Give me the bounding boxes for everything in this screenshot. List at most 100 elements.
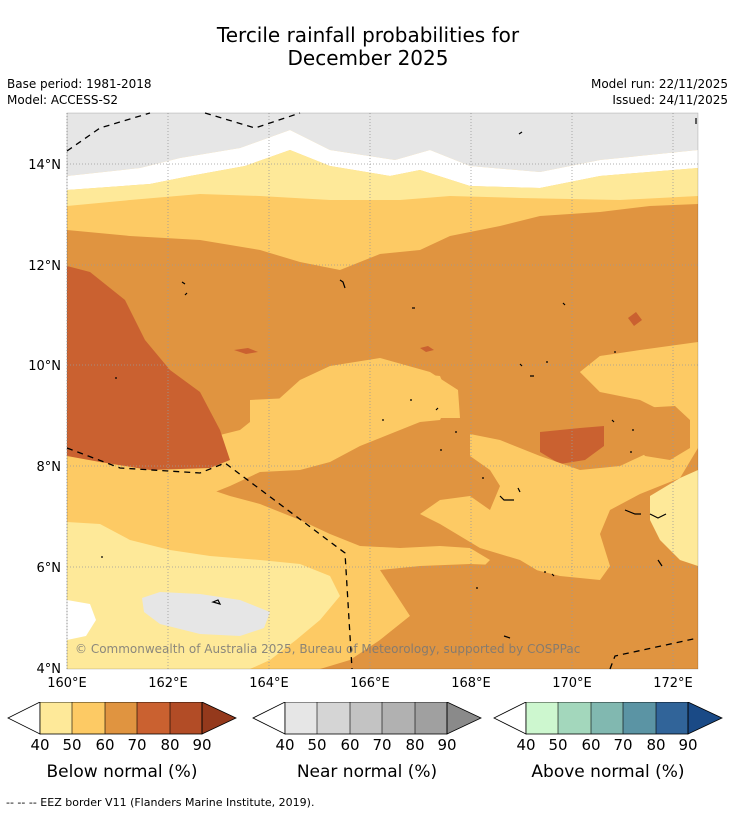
colorbar-below-segment	[72, 702, 105, 734]
island	[410, 399, 439, 411]
island	[482, 477, 521, 501]
island	[503, 635, 511, 639]
title-line-1: Tercile rainfall probabilities for	[216, 23, 520, 47]
colorbar-near-segment	[382, 702, 415, 734]
colorbar-above-segment	[526, 702, 559, 734]
cbar-below-tick: 70	[127, 736, 147, 754]
colorbar-below-segment	[105, 702, 138, 734]
field-white-gap	[67, 130, 698, 190]
colorbar-near-segment	[317, 702, 350, 734]
field-50-60-central	[250, 370, 450, 446]
lon-label-170: 170°E	[552, 676, 592, 691]
cbar-near-tick: 90	[437, 736, 457, 754]
base-period: Base period: 1981-2018	[7, 77, 152, 91]
lon-label-164: 164°E	[249, 676, 289, 691]
island	[519, 361, 548, 377]
lon-label-172: 172°E	[653, 676, 693, 691]
rainfall-map: © Commonwealth of Australia 2025, Bureau…	[28, 112, 699, 691]
issued-date: Issued: 24/11/2025	[612, 93, 728, 107]
colorbar-above-label: Above normal (%)	[531, 762, 685, 782]
cbar-near-tick: 80	[405, 736, 425, 754]
colorbar-below-segment	[40, 702, 73, 734]
title-line-2: December 2025	[287, 46, 449, 70]
cbar-above-tick: 90	[678, 736, 698, 754]
lon-labels: 160°E 162°E 164°E 166°E 168°E 170°E 172°…	[47, 676, 693, 691]
eez-footnote: -- -- -- EEZ border V11 (Flanders Marine…	[6, 796, 315, 809]
island	[211, 599, 222, 605]
colorbar-above-dividers	[557, 702, 657, 734]
cbar-above-tick: 80	[646, 736, 666, 754]
island	[562, 302, 566, 306]
colorbar-below-lower-arrow	[7, 702, 41, 735]
field-near-normal-north	[67, 113, 698, 176]
cbar-below-tick: 40	[30, 736, 50, 754]
eez-line-west	[66, 447, 353, 670]
colorbar-near-outline	[284, 702, 448, 735]
colorbar-below-segment	[137, 702, 170, 734]
eez-line-northwest	[66, 112, 151, 152]
colorbar-above-outline	[525, 702, 689, 735]
cbar-near-tick: 60	[340, 736, 360, 754]
lat-label-6: 6°N	[37, 561, 62, 576]
field-40-50-north	[67, 150, 698, 206]
field-70-80-spot2	[420, 346, 434, 352]
eez-line-southeast	[609, 637, 699, 670]
cbar-below-tick: 60	[95, 736, 115, 754]
model-run: Model run: 22/11/2025	[590, 77, 728, 91]
island	[657, 559, 663, 567]
map-credit: © Commonwealth of Australia 2025, Bureau…	[75, 642, 580, 656]
colorbar-below-upper-arrow	[201, 702, 237, 735]
lat-label-12: 12°N	[28, 259, 61, 274]
map-frame	[66, 112, 699, 670]
lon-label-168: 168°E	[451, 676, 491, 691]
colorbar-near-segment	[285, 702, 318, 734]
colorbar-group	[7, 702, 723, 735]
lat-label-8: 8°N	[37, 460, 62, 475]
colorbar-below-label: Below normal (%)	[46, 762, 198, 782]
colorbar-near-label: Near normal (%)	[296, 762, 438, 782]
field-70-80-east	[540, 426, 604, 464]
probability-field	[67, 113, 698, 669]
lon-label-160: 160°E	[47, 676, 87, 691]
island	[476, 571, 555, 589]
island	[518, 131, 523, 135]
colorbar-near-upper-arrow	[446, 702, 482, 735]
cbar-below-tick: 50	[62, 736, 82, 754]
lat-labels: 14°N 12°N 10°N 8°N 6°N 4°N	[28, 158, 61, 677]
cbar-near-tick: 50	[307, 736, 327, 754]
model-name: Model: ACCESS-S2	[7, 93, 119, 107]
cbar-above-tick: 70	[613, 736, 633, 754]
islands	[101, 118, 697, 639]
field-60-70-islet	[630, 406, 690, 460]
cbar-above-tick: 60	[581, 736, 601, 754]
island	[440, 431, 457, 451]
field-70-80-spot3	[628, 312, 642, 326]
cbar-near-tick: 40	[275, 736, 295, 754]
graticule	[66, 113, 698, 669]
cbar-above-tick: 40	[516, 736, 536, 754]
island	[611, 419, 634, 453]
colorbar-above-normal	[493, 702, 723, 735]
island	[184, 292, 188, 296]
colorbar-above-segment	[623, 702, 656, 734]
colorbar-near-dividers	[316, 702, 416, 734]
lon-label-166: 166°E	[350, 676, 390, 691]
lon-label-162: 162°E	[148, 676, 188, 691]
cbar-below-tick: 80	[160, 736, 180, 754]
colorbar-above-segment	[656, 702, 689, 734]
cbar-near-tick: 70	[372, 736, 392, 754]
field-near-normal-south	[142, 592, 270, 636]
field-70-80-spot1	[234, 348, 258, 354]
colorbar-below-dividers	[71, 702, 171, 734]
field-60-70-southeast	[350, 564, 698, 669]
colorbar-below-normal	[7, 702, 237, 735]
lat-label-10: 10°N	[28, 359, 61, 374]
colorbar-near-normal	[252, 702, 482, 735]
field-50-60-east	[420, 352, 698, 598]
lat-label-4: 4°N	[37, 662, 62, 677]
colorbar-near-segment	[350, 702, 383, 734]
field-white-gap-south	[67, 600, 96, 640]
colorbar-above-lower-arrow	[493, 702, 527, 735]
eez-borders	[66, 112, 699, 670]
colorbar-above-upper-arrow	[687, 702, 723, 735]
